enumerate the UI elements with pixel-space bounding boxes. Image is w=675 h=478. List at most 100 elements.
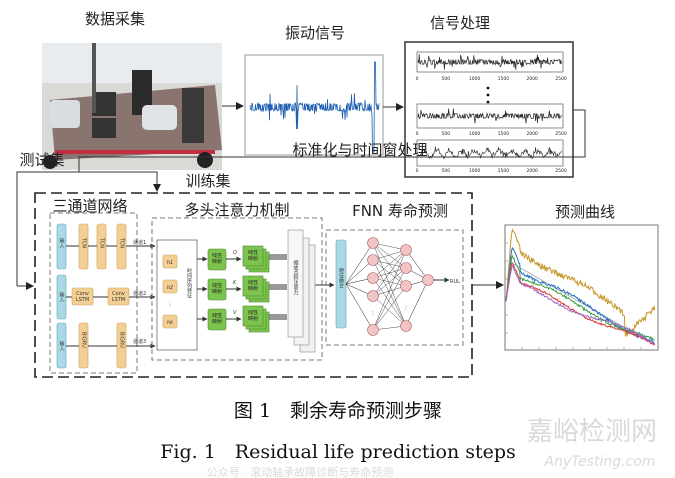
linear-mapping-label: 线性映射 [211, 313, 222, 325]
test-set-label: 测试集 [19, 151, 64, 169]
input-label: 输入 [59, 340, 65, 351]
qkv-label: K [233, 280, 237, 286]
tick-label: 2000 [526, 168, 538, 174]
conv-lstm-label: LSTM [76, 297, 89, 303]
tick-label: 2500 [555, 131, 567, 137]
scaled-attention-label: 缩放点积注意力 [293, 259, 299, 296]
neuron-node [400, 320, 412, 332]
conv-lstm-label: Conv [112, 291, 125, 297]
qkv-label: V [233, 310, 237, 316]
tick-label: 2500 [555, 168, 567, 174]
tcn-label: TCN [99, 237, 105, 248]
neuron-node [422, 274, 434, 286]
tick-label: 500 [442, 76, 451, 82]
input-label: 输入 [59, 291, 65, 302]
neuron-node [400, 262, 412, 274]
normalization-label: 标准化与时间窗处理 [292, 141, 427, 159]
tcn-label: TCN [119, 237, 125, 248]
watermark-account: 公众号 · 滚动轴承故障诊断与寿命预测 [207, 465, 394, 478]
tick-label: 2000 [526, 131, 538, 137]
test-rig-photo [42, 43, 222, 170]
channel-1: 输入 TCN TCN TCN 通道1 [56, 223, 156, 270]
multi-head-box [151, 217, 323, 361]
feature-h1-label: h1 [167, 260, 173, 266]
multi-head-title: 多头注意力机制 [184, 201, 289, 219]
caption-en: Fig. 1 Residual life prediction steps [160, 441, 516, 463]
tick-label: 1000 [469, 131, 481, 137]
watermark-brand: 嘉峪检测网 [527, 417, 657, 447]
processed-signal-plots: 0 500 1000 1500 2000 2500 0 500 1000 1500 2000 2500… [416, 51, 567, 174]
conv-lstm-label: Conv [76, 291, 89, 297]
tcn-label: TCN [81, 237, 87, 248]
signal-processing-title: 信号处理 [430, 14, 490, 32]
head-linear-block [242, 245, 264, 267]
processed-signal-subplot [416, 103, 564, 129]
tick-label: 2000 [526, 76, 538, 82]
prediction-curves [505, 227, 656, 350]
prediction-curve-line [505, 247, 655, 344]
channel-1-label: 通道1 [133, 239, 146, 246]
prediction-curve-plot [504, 224, 659, 351]
bigru-label: BiGRU [81, 332, 87, 348]
ellipsis-dot [486, 86, 490, 90]
watermark-site: AnyTesting.com [544, 454, 656, 470]
feature-hk-label: hk [167, 320, 174, 326]
linear-mapping-label: 线性映射 [211, 283, 222, 295]
fnn-title: FNN 寿命预测 [352, 202, 448, 220]
neuron-node [400, 280, 412, 292]
ellipsis: ⋮ [404, 305, 409, 311]
train-set-connector [16, 171, 161, 286]
channel-3-label: 通道3 [133, 338, 146, 345]
rul-output-label: RUL [450, 279, 460, 285]
neuron-node [400, 244, 412, 256]
tick-label: 1000 [469, 168, 481, 174]
normalization-connector [78, 109, 586, 172]
qkv-label: Q [233, 250, 237, 256]
tick-label: 1000 [469, 76, 481, 82]
tick-label: 500 [442, 131, 451, 137]
tick-label: 1500 [498, 168, 510, 174]
neuron-node [367, 324, 379, 336]
tick-label: 0 [416, 76, 419, 82]
feature-h1 [162, 254, 178, 269]
channel-2-label: 通道2 [133, 290, 146, 297]
neural-network: ⋮⋮ [345, 237, 450, 336]
feature-fusion-label: 特征融合 [338, 267, 344, 289]
linear-mapping-label: 线性映射 [247, 310, 258, 322]
ellipsis: ⋮ [168, 302, 173, 308]
vibration-signal-trace [249, 61, 380, 153]
scaled-dot-product-attention-block [287, 229, 304, 338]
tick-label: 1500 [498, 131, 510, 137]
three-channel-title: 三通道网络 [52, 197, 127, 215]
train-set-label: 训练集 [185, 172, 230, 190]
head-linear-block [242, 305, 264, 327]
prediction-curve-line [505, 265, 656, 345]
head-linear-block [242, 275, 264, 297]
neuron-node [367, 290, 379, 302]
prediction-curve-title: 预测曲线 [555, 203, 615, 221]
caption-zh: 图 1 剩余寿命预测步骤 [234, 400, 442, 422]
vibration-signal-title: 振动信号 [285, 24, 345, 42]
linear-mapping-label: 线性映射 [211, 253, 222, 265]
input-label: 输入 [59, 237, 65, 248]
neuron-node [367, 237, 379, 249]
bigru-label: BiGRU [119, 332, 125, 348]
channel-2: 输入 Conv LSTM Conv LSTM 通道2 [56, 274, 156, 320]
processed-signal-subplot [416, 139, 564, 167]
linear-mapping-label: 线性映射 [247, 250, 258, 262]
tick-label: 0 [416, 131, 419, 137]
channel-3: 输入 BiGRU BiGRU 通道3 [56, 322, 156, 369]
three-channel-box [49, 212, 138, 374]
neuron-node [367, 272, 379, 284]
tick-label: 0 [416, 168, 419, 174]
ellipsis-dot [486, 93, 490, 97]
tick-label: 2500 [555, 76, 567, 82]
conv-lstm-label: LSTM [112, 297, 125, 303]
linear-mapping-label: 线性映射 [247, 280, 258, 292]
feature-h2 [162, 279, 178, 294]
ellipsis-dot [486, 100, 490, 104]
neuron-node [367, 254, 379, 266]
tick-label: 1500 [498, 76, 510, 82]
